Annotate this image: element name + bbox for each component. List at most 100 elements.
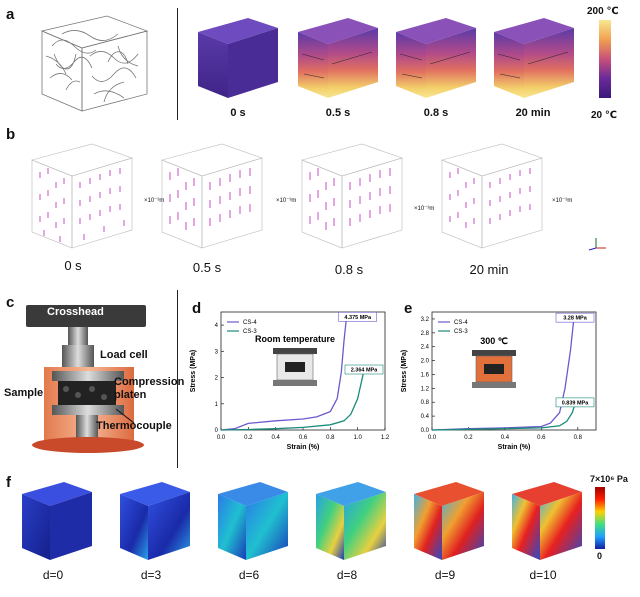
x-axis-label: Strain (%): [498, 444, 531, 451]
vector-cube-20min: [441, 143, 543, 249]
stress-cube-d8: [316, 482, 386, 560]
temp-colorbar: [599, 20, 611, 98]
inset-label: 300 ℃: [480, 336, 508, 346]
legend-label: CS-3: [243, 329, 257, 335]
time-label-b-1: 0.5 s: [192, 260, 222, 275]
y-tick-label: 0: [215, 428, 219, 434]
x-tick-label: 1.2: [381, 435, 390, 441]
density-label-5: d=10: [529, 568, 557, 582]
stress-colorbar: [595, 487, 605, 549]
stress-cube-d3: [120, 482, 190, 560]
density-label-0: d=0: [42, 568, 64, 582]
stress-distribution-cubes: [22, 482, 582, 560]
load-cell-label: Load cell: [100, 349, 148, 361]
time-label-a-0: 0 s: [230, 107, 246, 119]
x-tick-label: 0.0: [217, 435, 226, 441]
inset-rig-base: [273, 380, 317, 386]
stress-cube-d10: [512, 482, 582, 560]
inset-rig-base: [472, 382, 516, 388]
inset-label: Room temperature: [255, 334, 335, 344]
legend-label: CS-3: [454, 329, 468, 335]
y-axis-label: Stress (MPa): [401, 350, 408, 392]
y-tick-label: 0.8: [421, 400, 430, 406]
panel-label-e: e: [404, 300, 413, 317]
temperature-cubes: [198, 18, 574, 98]
peak-label: 3.28 MPa: [563, 316, 587, 322]
y-tick-label: 3: [215, 349, 219, 355]
flux-vector-plots: [31, 143, 543, 249]
vector-cube-0_8s: [301, 143, 403, 249]
x-tick-label: 0.4: [271, 435, 280, 441]
y-axis-label: Stress (MPa): [190, 350, 197, 392]
density-label-3: d=8: [336, 568, 358, 582]
sample-label: Sample: [4, 387, 44, 399]
vector-cube-0s: [31, 143, 133, 249]
y-tick-label: 2: [215, 376, 219, 382]
y-tick-label: 0.4: [421, 414, 430, 420]
axis-unit-b-3: ×10⁻³m: [552, 198, 573, 204]
stress-colorbar-max: 7×10⁶ Pa: [590, 474, 628, 484]
y-tick-label: 4: [215, 323, 219, 329]
panel-label-d: d: [192, 300, 202, 317]
time-label-a-2: 0.8 s: [423, 107, 449, 119]
axis-unit-b-0: ×10⁻³m: [144, 198, 165, 204]
peak-label-box: [555, 397, 595, 408]
x-tick-label: 0.0: [428, 435, 437, 441]
x-tick-label: 0.2: [244, 435, 253, 441]
y-tick-label: 1: [215, 402, 219, 408]
density-label-1: d=3: [140, 568, 162, 582]
x-tick-label: 0.2: [464, 435, 473, 441]
stress-colorbar-min: 0: [597, 551, 603, 561]
plot-frame: [431, 311, 597, 431]
x-tick-label: 0.6: [299, 435, 308, 441]
panel-label-c: c: [6, 294, 15, 311]
axis-unit-b-1: ×10⁻³m: [276, 198, 297, 204]
panel-label-b: b: [6, 126, 16, 143]
peak-label: 4.375 MPa: [344, 315, 372, 321]
axis-triad-icon: [588, 238, 606, 251]
cube-temp-0_5s: [298, 18, 378, 98]
y-tick-label: 2.4: [421, 345, 430, 351]
y-tick-label: 2.8: [421, 331, 430, 337]
series-line-CS-4: [220, 315, 348, 431]
stress-cube-d6: [218, 482, 288, 560]
peak-label: 0.839 MPa: [562, 400, 590, 406]
time-label-a-3: 20 min: [515, 107, 551, 119]
x-tick-label: 0.4: [501, 435, 510, 441]
stress-cube-d0: [22, 482, 92, 560]
density-label-2: d=6: [238, 568, 260, 582]
inset-rig-top: [472, 350, 516, 356]
inset-rig-sample: [285, 362, 305, 372]
series-line-CS-4: [431, 316, 575, 431]
y-tick-label: 3.2: [421, 317, 430, 323]
cube-temp-0_8s: [396, 18, 476, 98]
platen-label: platen: [114, 389, 147, 401]
chart-e: 0.0 0.2 0.4 0.6 0.8 0.0 0.4 0.8 1.2 1.6 2.0 2.4 2.8 3…: [401, 311, 597, 451]
inset-rig-top: [273, 348, 317, 354]
gyroid-wireframe-model: [40, 15, 149, 112]
thermocouple-label: Thermocouple: [96, 420, 172, 432]
inset-rig-sample: [484, 364, 504, 374]
time-label-b-3: 20 min: [469, 262, 509, 277]
peak-label-box: [338, 311, 378, 322]
time-label-b-0: 0 s: [64, 258, 82, 273]
peak-label-box: [344, 364, 384, 375]
stress-cube-d9: [414, 482, 484, 560]
vector-cube-0_5s: [161, 143, 263, 249]
density-label-4: d=9: [434, 568, 456, 582]
x-axis-label: Strain (%): [287, 444, 320, 451]
compression-rig-illustration: [26, 305, 146, 453]
legend-label: CS-4: [243, 320, 257, 326]
panel-c-divider: [177, 290, 178, 468]
temp-colorbar-min: 20 ℃: [591, 110, 618, 121]
y-tick-label: 2.0: [421, 359, 430, 365]
x-tick-label: 1.0: [353, 435, 362, 441]
x-tick-label: 0.6: [537, 435, 546, 441]
temp-colorbar-max: 200 ℃: [587, 6, 619, 17]
compression-label: Compression: [114, 376, 185, 388]
y-tick-label: 1.2: [421, 386, 430, 392]
cube-temp-20min: [494, 18, 574, 98]
legend-label: CS-4: [454, 320, 468, 326]
panel-a-divider: [177, 8, 178, 120]
x-tick-label: 0.8: [326, 435, 335, 441]
